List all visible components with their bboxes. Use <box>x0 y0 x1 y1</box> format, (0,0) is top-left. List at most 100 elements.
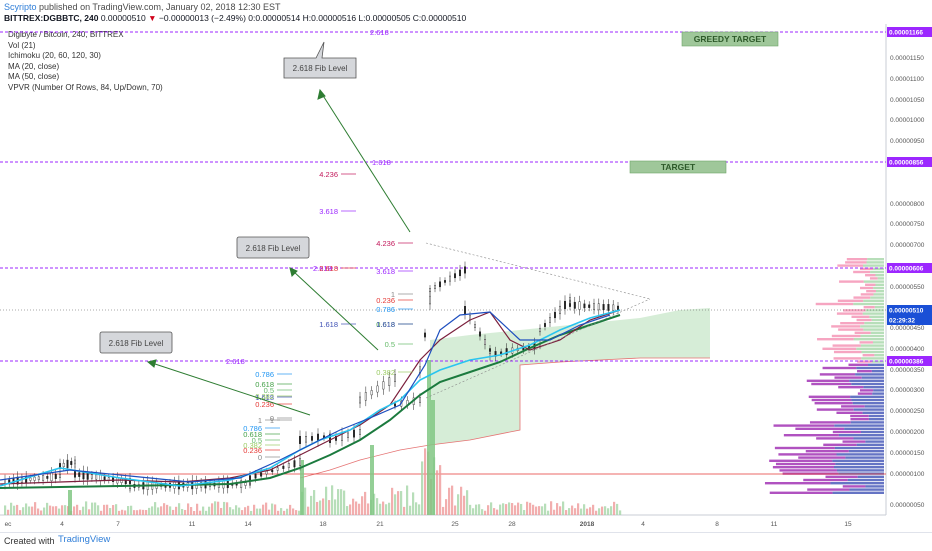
vpvr-bar <box>849 379 884 382</box>
volume-bar <box>529 502 532 515</box>
indicator-ma50[interactable]: MA (50, close) <box>8 72 60 81</box>
volume-bar <box>22 507 25 515</box>
vpvr-bar <box>841 405 865 408</box>
candle <box>479 331 482 337</box>
indicator-vol[interactable]: Vol (21) <box>8 40 36 50</box>
vpvr-bar <box>778 453 837 456</box>
volume-bar <box>112 505 115 515</box>
vpvr-bar <box>783 434 839 437</box>
volume-bar <box>322 498 325 515</box>
vpvr-bar <box>855 373 884 376</box>
callout-left[interactable]: 2.618 Fib Level <box>99 331 173 354</box>
volume-bar <box>418 504 421 515</box>
callout-middle[interactable]: 2.618 Fib Level <box>236 236 310 259</box>
volume-bar <box>361 496 364 515</box>
candle <box>549 317 552 323</box>
vpvr-bar <box>873 267 884 270</box>
volume-bar <box>64 505 67 515</box>
fib-level-label: 2.618 <box>370 28 389 37</box>
price-tick: 0.00001050 <box>890 97 925 104</box>
candle <box>564 300 567 310</box>
vpvr-bar <box>834 446 884 450</box>
volume-bar <box>604 506 607 515</box>
volume-bar <box>382 501 385 515</box>
vpvr-bar <box>817 338 854 341</box>
vpvr-bar <box>867 258 884 261</box>
indicator-ichimoku[interactable]: Ichimoku (20, 60, 120, 30) <box>8 51 101 60</box>
candle <box>419 397 422 403</box>
vpvr-bar <box>857 370 872 373</box>
price-badge-text: 0.00000856 <box>889 160 924 167</box>
volume-bar <box>316 501 319 515</box>
volume-bar <box>454 505 457 515</box>
volume-bar <box>46 502 49 515</box>
volume-bar <box>304 487 307 515</box>
vpvr-bar <box>857 475 884 478</box>
candle <box>70 461 73 465</box>
volume-bar <box>124 510 127 515</box>
candle <box>394 374 397 382</box>
price-tick: 0.00001100 <box>890 76 924 83</box>
fib-label: 0.382 <box>243 441 262 450</box>
fib-retracements: 10.7860.6180.50.3820.23601.6180.7860.618… <box>243 170 413 462</box>
vpvr-bar <box>837 299 864 302</box>
candle <box>359 396 362 404</box>
vpvr-bar <box>865 440 884 443</box>
price-badge <box>887 263 932 273</box>
volume-bar <box>241 510 244 515</box>
indicator-ma20[interactable]: MA (20, close) <box>8 61 60 71</box>
footer: Created with TradingView <box>0 532 932 551</box>
candlesticks <box>3 261 620 496</box>
volume-bar <box>16 504 19 515</box>
vpvr-bar <box>866 290 876 293</box>
volume-bar <box>586 508 589 515</box>
candle <box>429 288 432 292</box>
volume-bar <box>310 495 313 515</box>
volume-bar <box>607 508 610 515</box>
vpvr-bar <box>860 334 884 338</box>
volume-bar <box>250 510 253 515</box>
volume-bar <box>517 502 520 515</box>
volume-bar <box>58 508 61 515</box>
tradingview-logo[interactable]: TradingView <box>58 534 111 545</box>
indicator-vpvr[interactable]: VPVR (Number Of Rows, 84, Up/Down, 70) <box>8 82 163 92</box>
open-value: 0:0.00000514 <box>248 13 301 23</box>
price-tick: 0.00001150 <box>890 55 924 62</box>
time-axis[interactable]: ec 4 7 11 14 18 21 25 28 2018 4 8 11 15 <box>5 521 852 528</box>
vpvr-bar <box>847 478 884 482</box>
publish-info: published on TradingView.com, January 02… <box>39 2 281 12</box>
volume-bar <box>214 501 217 515</box>
vpvr-bar <box>869 315 884 318</box>
price-badge-text: 0.00000386 <box>889 359 924 366</box>
vpvr-bar <box>872 341 884 344</box>
indicator-main[interactable]: Digibyte / Bitcoin, 240, BITTREX <box>8 30 124 39</box>
greedy-target-box[interactable] <box>681 31 779 47</box>
volume-bar <box>415 502 418 515</box>
vpvr-bar <box>845 261 867 264</box>
target-box[interactable] <box>629 160 727 174</box>
callout-middle-text: 2.618 Fib Level <box>246 244 301 253</box>
vpvr-bar <box>814 402 853 405</box>
candle <box>554 311 557 319</box>
vpvr-bar <box>775 462 836 466</box>
fib-label: 0.786 <box>376 305 395 314</box>
volume-bar <box>97 505 100 515</box>
volume-bar <box>205 510 208 515</box>
author-name[interactable]: Scyripto <box>4 2 37 12</box>
vpvr-bar <box>840 322 865 325</box>
vpvr-bar <box>846 258 868 261</box>
volume-bar <box>439 465 442 515</box>
fib-label: 0.5 <box>264 386 274 395</box>
candle <box>276 467 279 471</box>
vpvr-bar <box>862 354 875 357</box>
price-axis[interactable]: 0.00001150 0.00001100 0.00001050 0.00001000… <box>887 27 932 509</box>
vpvr-bar <box>842 485 866 488</box>
symbol-line: BITTREX:DGBBTC, 240 0.00000510 ▼ −0.0000… <box>4 13 466 23</box>
vpvr-bar <box>861 357 884 360</box>
volume-bar <box>40 510 43 515</box>
vpvr-bar <box>845 456 884 459</box>
candle <box>62 462 65 468</box>
callout-top[interactable]: 2.618 Fib Level <box>283 41 357 79</box>
